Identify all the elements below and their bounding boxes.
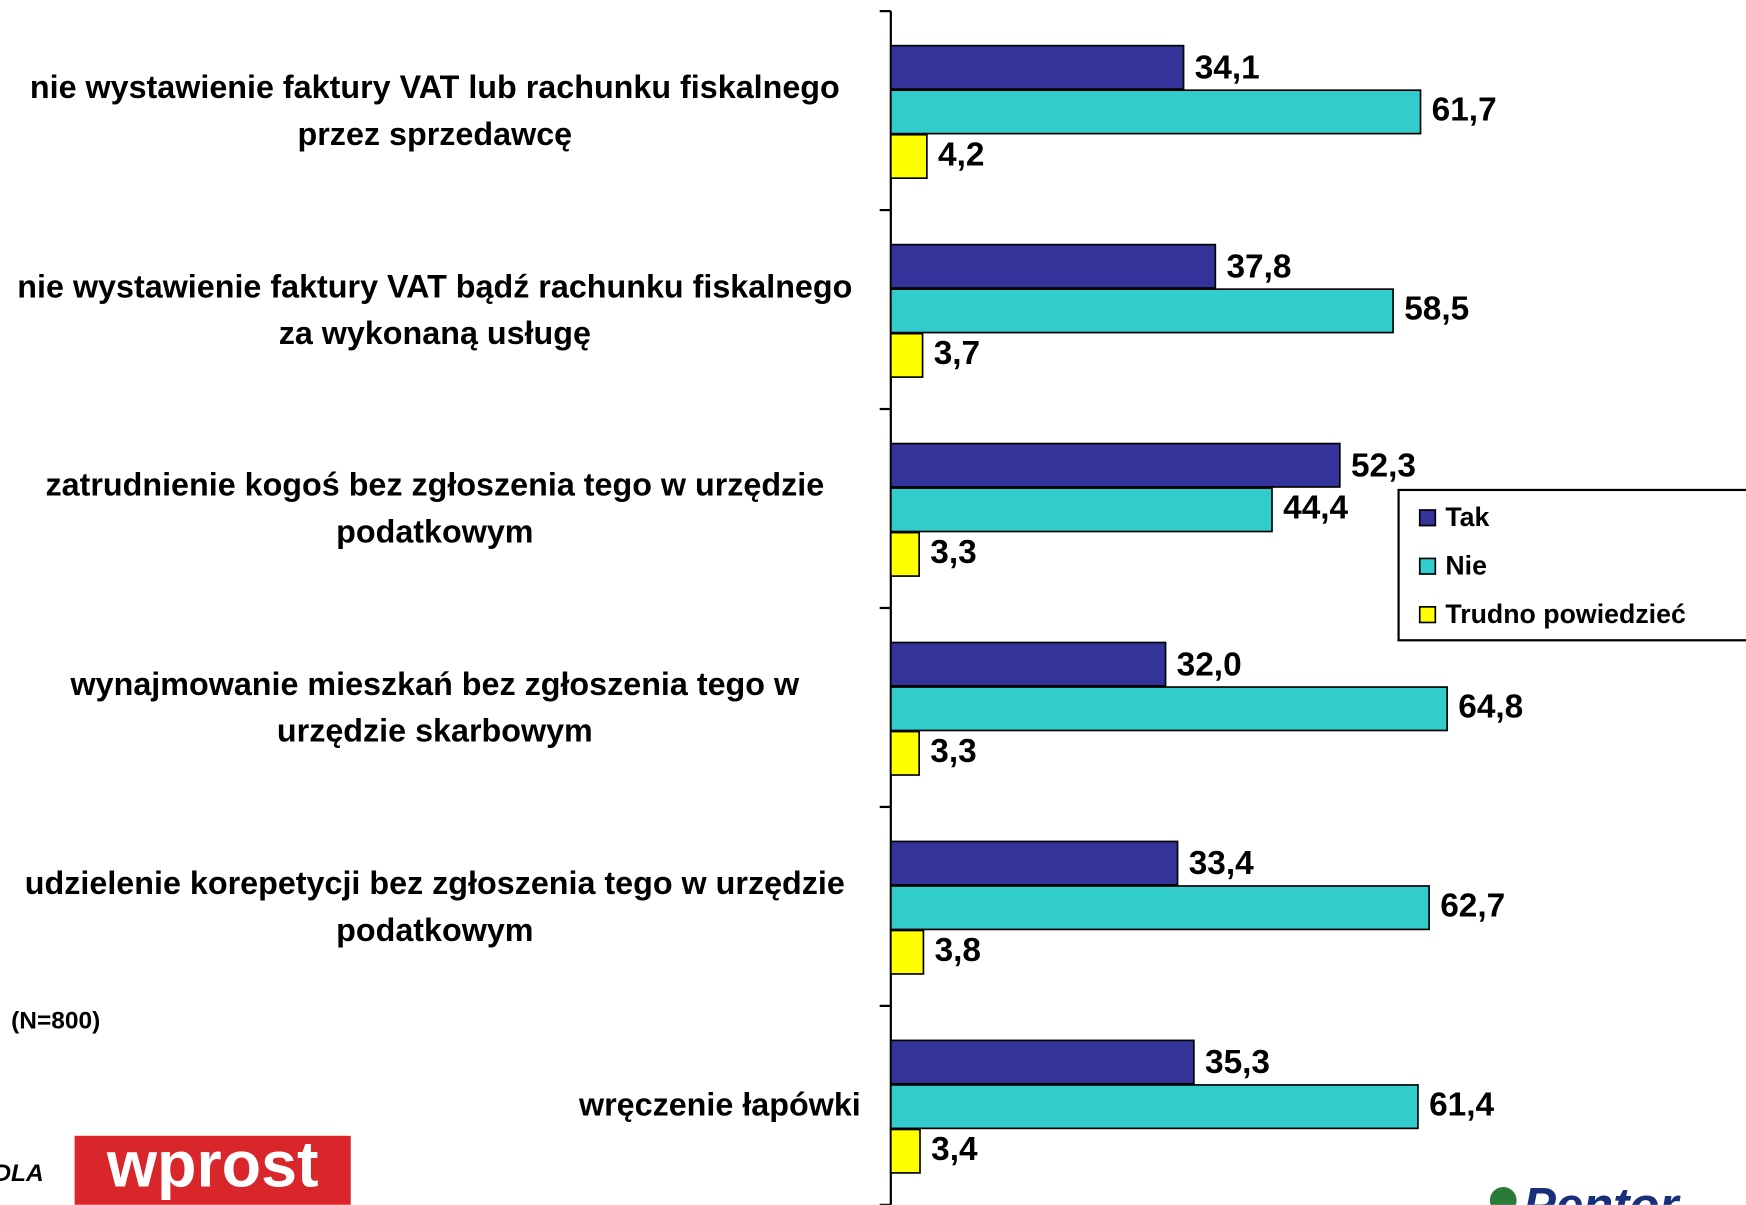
bar bbox=[889, 840, 1179, 886]
bar bbox=[889, 1128, 921, 1174]
category-label: wynajmowanie mieszkań bez zgłoszenia teg… bbox=[70, 666, 800, 750]
legend-swatch bbox=[1418, 509, 1437, 527]
bar bbox=[889, 133, 928, 179]
bar bbox=[889, 44, 1185, 90]
source-prefix: DLA bbox=[0, 1160, 44, 1187]
value-label: 4,2 bbox=[938, 136, 984, 173]
value-label: 34,1 bbox=[1195, 49, 1260, 86]
value-label: 3,3 bbox=[930, 534, 976, 571]
bar bbox=[889, 730, 920, 776]
bar bbox=[889, 89, 1422, 135]
value-label: 3,3 bbox=[930, 733, 976, 770]
value-label: 33,4 bbox=[1189, 845, 1254, 882]
value-label: 44,4 bbox=[1283, 490, 1348, 527]
value-label: 52,3 bbox=[1351, 447, 1416, 484]
logo-left: wprost bbox=[106, 1128, 319, 1200]
legend-swatch bbox=[1418, 557, 1437, 575]
value-label: 61,4 bbox=[1429, 1086, 1494, 1123]
legend-label: Trudno powiedzieć bbox=[1445, 599, 1686, 629]
bar bbox=[889, 929, 925, 975]
category-label: nie wystawienie faktury VAT bądź rachunk… bbox=[17, 269, 853, 352]
category-label: nie wystawienie faktury VAT lub rachunku… bbox=[29, 70, 840, 153]
value-label: 3,4 bbox=[931, 1131, 978, 1168]
legend-label: Tak bbox=[1445, 502, 1489, 532]
category-label: zatrudnienie kogoś bez zgłoszenia tego w… bbox=[45, 468, 825, 551]
bar bbox=[889, 243, 1217, 289]
logo-right-icon bbox=[1489, 1187, 1517, 1205]
value-label: 37,8 bbox=[1226, 248, 1291, 285]
value-label: 3,8 bbox=[935, 932, 981, 969]
bar bbox=[889, 885, 1430, 931]
legend-box bbox=[1397, 488, 1746, 642]
bar bbox=[889, 288, 1394, 334]
value-label: 35,3 bbox=[1205, 1044, 1270, 1081]
sample-note: (N=800) bbox=[11, 1008, 100, 1035]
value-label: 64,8 bbox=[1458, 689, 1523, 726]
bar bbox=[889, 332, 924, 378]
value-label: 58,5 bbox=[1404, 291, 1469, 328]
legend-swatch bbox=[1418, 606, 1437, 624]
legend-label: Nie bbox=[1445, 550, 1487, 580]
bar bbox=[889, 686, 1448, 732]
category-label: wręczenie łapówki bbox=[578, 1088, 861, 1124]
logo-right: Pentor bbox=[1523, 1179, 1681, 1205]
value-label: 3,7 bbox=[934, 335, 980, 372]
value-label: 62,7 bbox=[1440, 888, 1505, 925]
category-label: udzielenie korepetycji bez zgłoszenia te… bbox=[24, 865, 845, 949]
value-label: 32,0 bbox=[1177, 646, 1242, 683]
bar bbox=[889, 1084, 1419, 1130]
bar bbox=[889, 531, 920, 577]
bar bbox=[889, 442, 1341, 488]
logo-left-bg bbox=[74, 1135, 351, 1205]
bar bbox=[889, 487, 1273, 533]
bar bbox=[889, 641, 1167, 687]
value-label: 61,7 bbox=[1432, 92, 1497, 129]
bar bbox=[889, 1039, 1195, 1085]
